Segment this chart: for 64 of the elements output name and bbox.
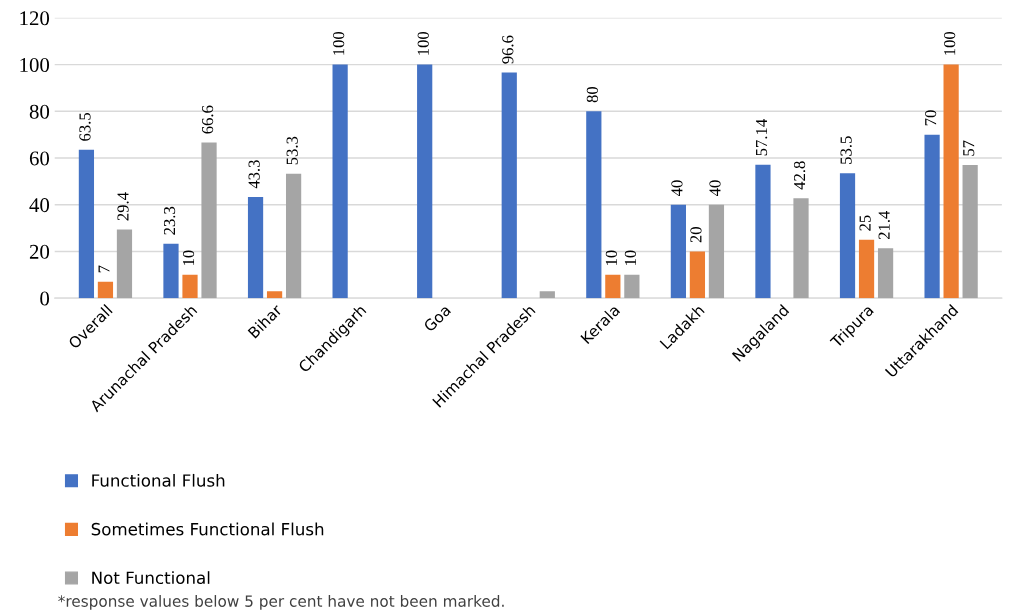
bar xyxy=(182,274,198,299)
data-label: 42.8 xyxy=(793,161,806,190)
data-label: 29.4 xyxy=(117,192,129,221)
bar xyxy=(417,64,433,299)
bar xyxy=(285,173,302,299)
data-label: 23.3 xyxy=(163,206,176,235)
y-tick-label: 120 xyxy=(20,11,50,26)
data-label: 40 xyxy=(709,180,721,197)
data-label: 10 xyxy=(624,250,637,265)
bar xyxy=(689,251,706,299)
text: *response values below 5 per cent have not been marked. xyxy=(58,595,504,610)
y-tick-label: 60 xyxy=(29,151,50,166)
bar xyxy=(163,243,179,299)
bar xyxy=(839,173,856,299)
data-label: 63.5 xyxy=(79,112,91,141)
data-label: 96.6 xyxy=(502,35,514,64)
bar xyxy=(877,248,894,299)
bar xyxy=(605,274,621,299)
data-label: 57 xyxy=(963,140,975,156)
bar xyxy=(670,204,686,299)
data-label: 43.3 xyxy=(248,160,260,189)
bar xyxy=(962,165,978,299)
bar xyxy=(755,164,771,299)
x-tick-label: Goa xyxy=(422,304,452,333)
bar xyxy=(793,198,809,299)
bar xyxy=(266,291,283,299)
data-label: 7 xyxy=(98,265,110,273)
data-label: 20 xyxy=(690,227,702,243)
data-label: 53.5 xyxy=(840,136,852,164)
bar xyxy=(586,111,602,299)
legend-label: Not Functional xyxy=(92,571,210,585)
y-tick-label: 20 xyxy=(29,244,50,259)
data-label: 100 xyxy=(944,31,956,55)
data-label: 100 xyxy=(333,31,345,55)
bar xyxy=(858,239,875,299)
legend-label: Functional Flush xyxy=(92,473,225,487)
bar xyxy=(78,149,95,299)
bar xyxy=(116,229,133,299)
data-label: 70 xyxy=(925,110,937,126)
y-tick-label: 80 xyxy=(29,104,50,119)
bar xyxy=(943,64,959,299)
bar xyxy=(624,274,640,299)
legend-label: Sometimes Functional Flush xyxy=(91,522,324,536)
data-label: 53.3 xyxy=(286,136,298,165)
data-label: 21.4 xyxy=(878,210,890,240)
bar xyxy=(501,72,517,299)
bar xyxy=(924,134,940,299)
data-label: 100 xyxy=(417,31,429,55)
y-tick-label: 0 xyxy=(40,291,50,306)
data-label: 25 xyxy=(859,215,871,231)
bar xyxy=(247,197,264,299)
y-tick-label: 100 xyxy=(20,57,50,73)
data-label: 66.6 xyxy=(202,105,214,134)
data-label: 57.14 xyxy=(755,119,768,156)
bar xyxy=(332,64,348,299)
bar xyxy=(201,142,217,299)
bar xyxy=(539,291,555,299)
data-label: 10 xyxy=(605,250,618,265)
data-label: 80 xyxy=(586,86,598,103)
data-label: 40 xyxy=(671,180,683,197)
y-tick-label: 40 xyxy=(29,198,50,213)
data-label: 10 xyxy=(182,250,195,265)
bar xyxy=(708,204,725,299)
bar xyxy=(97,281,114,299)
